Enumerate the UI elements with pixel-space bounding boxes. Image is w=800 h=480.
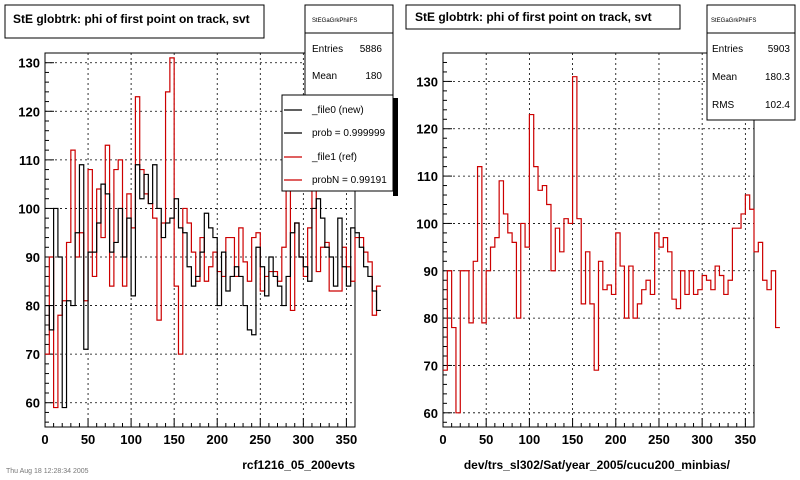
left-legend-shadow <box>393 98 398 196</box>
y-tick-label: 120 <box>18 104 40 119</box>
x-tick-label: 0 <box>439 432 446 447</box>
x-tick-label: 350 <box>735 432 757 447</box>
left-stats-entries-value: 5886 <box>360 44 383 55</box>
left-stats-mean-value: 180 <box>365 71 382 82</box>
right-stats-mean-value: 180.3 <box>765 72 790 83</box>
right-stats-mean-label: Mean <box>712 72 737 83</box>
y-tick-label: 100 <box>18 201 40 216</box>
right-stats-box: StEGaGrkPhiIFS Entries 5903 Mean 180.3 R… <box>706 4 796 121</box>
y-tick-label: 110 <box>417 169 438 184</box>
y-tick-label: 70 <box>26 347 40 362</box>
x-tick-label: 50 <box>479 432 493 447</box>
x-tick-label: 0 <box>41 432 48 447</box>
left-title: StE globtrk: phi of first point on track… <box>13 12 250 26</box>
y-tick-label: 110 <box>19 153 40 168</box>
x-tick-label: 100 <box>120 432 142 447</box>
left-x-tick-labels: 0 50 100 150 200 250 300 350 <box>41 432 357 447</box>
y-tick-label: 90 <box>424 264 438 279</box>
left-stats-name: StEGaGrkPhiIFS <box>312 18 357 24</box>
y-tick-label: 130 <box>416 74 438 89</box>
y-tick-label: 80 <box>424 311 438 326</box>
x-tick-label: 100 <box>519 432 541 447</box>
y-tick-label: 60 <box>26 396 40 411</box>
left-x-label: rcf1216_05_200evts <box>242 458 355 472</box>
x-tick-label: 250 <box>648 432 670 447</box>
y-tick-label: 100 <box>416 216 438 231</box>
left-legend: _file0 (new) prob = 0.999999 _file1 (ref… <box>281 94 394 192</box>
right-stats-entries-label: Entries <box>712 44 743 55</box>
right-title: StE globtrk: phi of first point on track… <box>415 10 652 24</box>
left-series-new-line <box>45 164 381 409</box>
x-tick-label: 250 <box>249 432 271 447</box>
left-title-box <box>4 4 265 39</box>
footer-timestamp: Thu Aug 18 12:28:34 2005 <box>6 468 89 475</box>
x-tick-label: 350 <box>336 432 358 447</box>
y-tick-label: 90 <box>26 250 40 265</box>
x-tick-label: 200 <box>206 432 228 447</box>
right-stats-entries-value: 5903 <box>768 44 791 55</box>
left-stats-box: StEGaGrkPhiIFS Entries 5886 Mean 180 <box>304 4 394 96</box>
right-panel: StE globtrk: phi of first point on track… <box>405 4 796 472</box>
x-tick-label: 300 <box>691 432 713 447</box>
left-panel: StE globtrk: phi of first point on track… <box>4 4 398 475</box>
x-tick-label: 50 <box>81 432 95 447</box>
legend-entry-prob: prob = 0.999999 <box>312 128 386 139</box>
left-stats-entries-label: Entries <box>312 44 343 55</box>
x-tick-label: 300 <box>292 432 314 447</box>
right-stats-name: StEGaGrkPhiIFS <box>711 18 756 24</box>
y-tick-label: 120 <box>416 122 438 137</box>
x-tick-label: 150 <box>562 432 584 447</box>
y-tick-label: 130 <box>18 56 40 71</box>
right-series-ref-line <box>443 76 780 414</box>
left-y-tick-labels: 60 70 80 90 100 110 120 130 <box>18 56 40 411</box>
left-stats-mean-label: Mean <box>312 71 337 82</box>
right-stats-rms-value: 102.4 <box>765 100 790 111</box>
y-tick-label: 80 <box>26 299 40 314</box>
right-stats-rms-label: RMS <box>712 100 735 111</box>
x-tick-label: 150 <box>163 432 185 447</box>
legend-entry-probn: probN = 0.99191 <box>312 175 387 186</box>
legend-entry-new: _file0 (new) <box>311 105 364 116</box>
y-tick-label: 70 <box>424 358 438 373</box>
right-x-tick-labels: 0 50 100 150 200 250 300 350 <box>439 432 756 447</box>
legend-entry-ref: _file1 (ref) <box>311 152 357 163</box>
right-y-tick-labels: 60 70 80 90 100 110 120 130 <box>416 74 438 420</box>
y-tick-label: 60 <box>424 406 438 421</box>
x-tick-label: 200 <box>605 432 627 447</box>
right-x-label: dev/trs_sl302/Sat/year_2005/cucu200_minb… <box>464 458 731 472</box>
right-title-box <box>405 4 681 30</box>
